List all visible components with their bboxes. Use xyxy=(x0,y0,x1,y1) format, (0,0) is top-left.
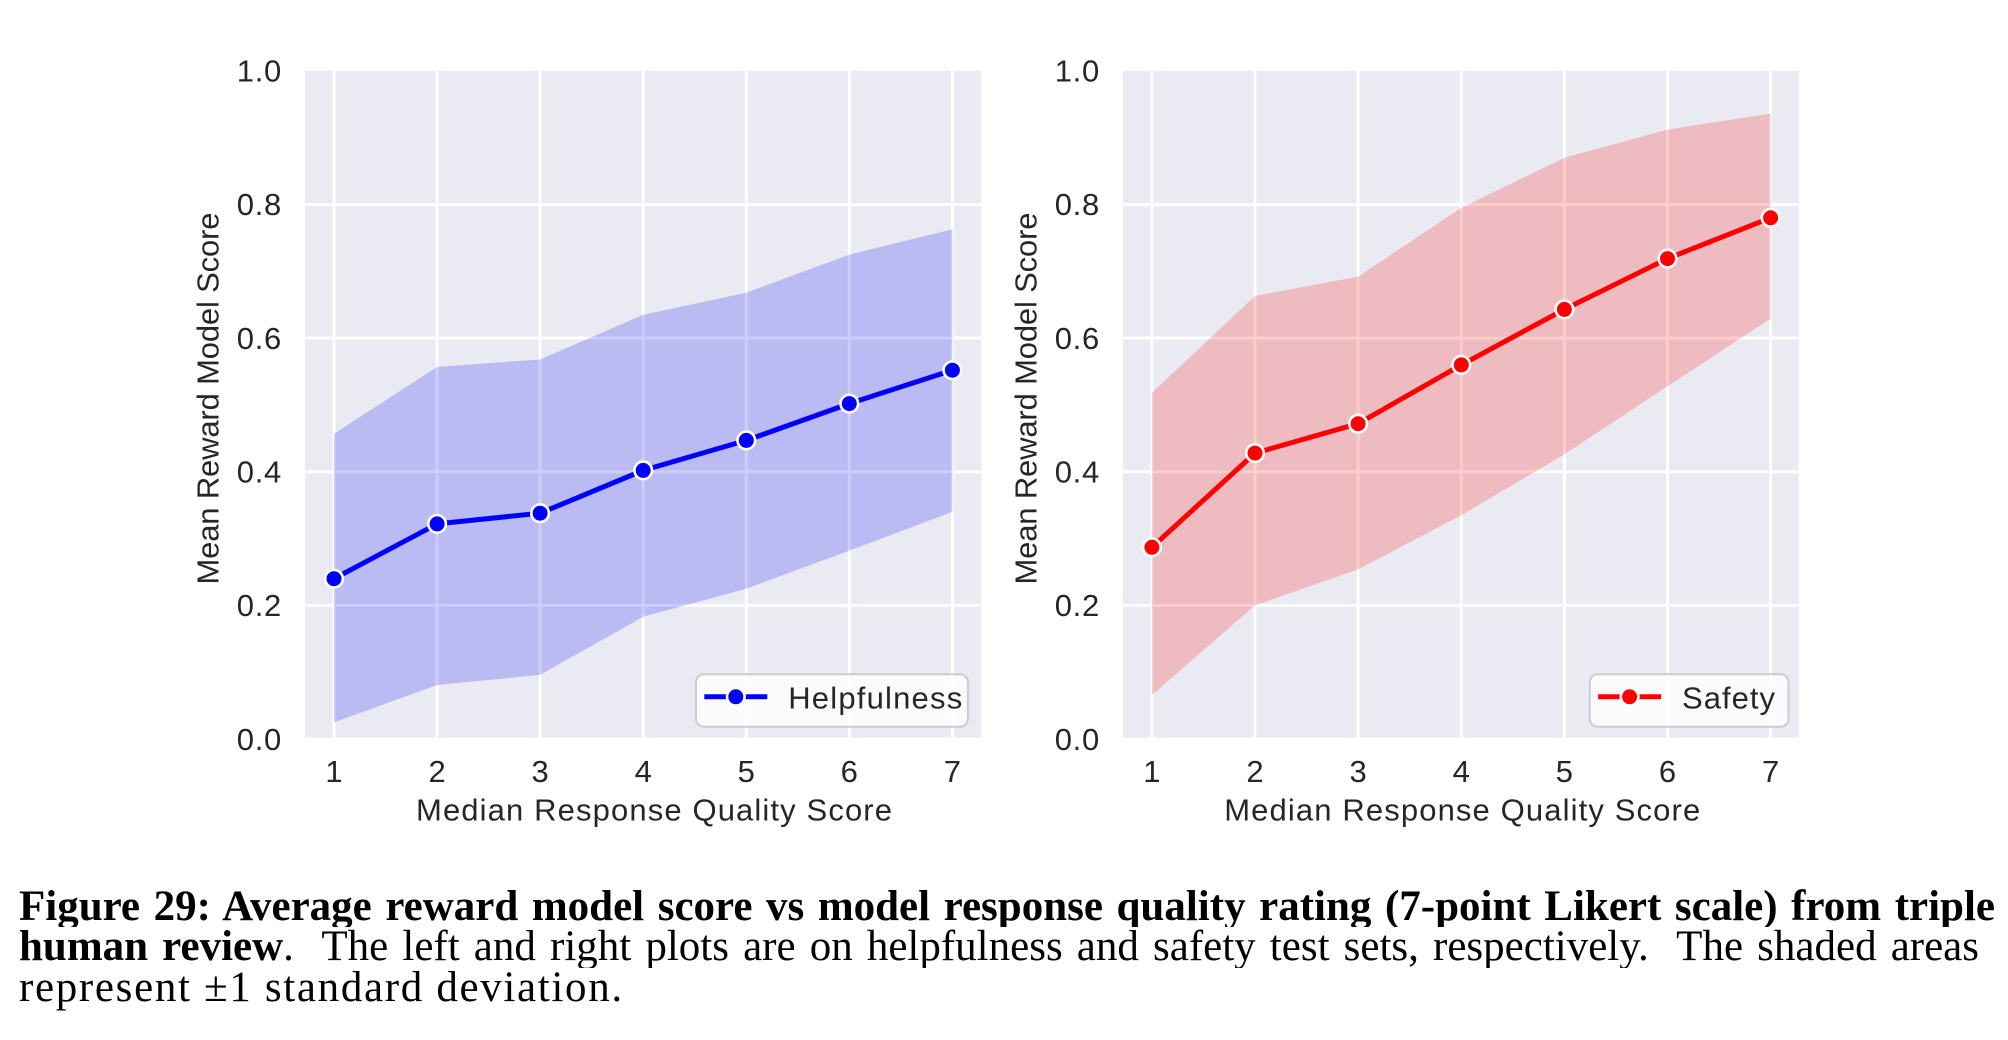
svg-text:Median Response Quality Score: Median Response Quality Score xyxy=(1224,793,1700,828)
svg-text:0.0: 0.0 xyxy=(237,722,282,757)
svg-text:6: 6 xyxy=(841,754,858,789)
svg-text:4: 4 xyxy=(1453,754,1470,789)
svg-text:Helpfulness: Helpfulness xyxy=(788,680,962,715)
svg-text:6: 6 xyxy=(1659,754,1676,789)
svg-text:0.6: 0.6 xyxy=(1055,321,1100,356)
svg-text:0.4: 0.4 xyxy=(237,455,282,490)
svg-text:0.0: 0.0 xyxy=(1055,722,1100,757)
svg-text:1: 1 xyxy=(1143,754,1160,789)
svg-text:1: 1 xyxy=(325,754,342,789)
svg-text:3: 3 xyxy=(1349,754,1366,789)
svg-text:0.6: 0.6 xyxy=(237,321,282,356)
svg-text:0.8: 0.8 xyxy=(1055,187,1100,222)
svg-text:Mean Reward Model Score: Mean Reward Model Score xyxy=(190,213,225,585)
svg-text:0.8: 0.8 xyxy=(237,187,282,222)
svg-text:3: 3 xyxy=(531,754,548,789)
svg-text:1.0: 1.0 xyxy=(1055,54,1100,89)
svg-text:7: 7 xyxy=(944,754,961,789)
svg-text:1.0: 1.0 xyxy=(237,54,282,89)
svg-text:4: 4 xyxy=(635,754,652,789)
svg-text:0.2: 0.2 xyxy=(237,588,282,623)
svg-text:Median Response Quality Score: Median Response Quality Score xyxy=(416,793,892,828)
svg-text:Mean Reward Model Score: Mean Reward Model Score xyxy=(1008,213,1043,585)
svg-text:0.4: 0.4 xyxy=(1055,455,1100,490)
svg-text:7: 7 xyxy=(1762,754,1779,789)
svg-text:2: 2 xyxy=(1246,754,1263,789)
svg-text:5: 5 xyxy=(738,754,755,789)
svg-text:2: 2 xyxy=(428,754,445,789)
svg-text:Safety: Safety xyxy=(1682,680,1776,715)
svg-text:5: 5 xyxy=(1556,754,1573,789)
svg-text:0.2: 0.2 xyxy=(1055,588,1100,623)
